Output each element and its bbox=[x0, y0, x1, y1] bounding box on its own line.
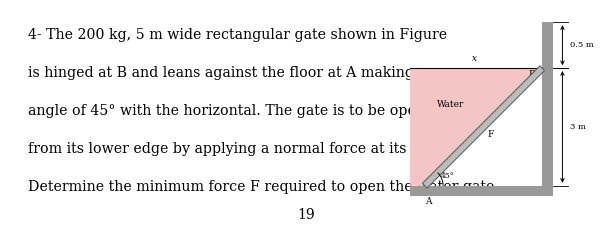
Text: 0.5 m: 0.5 m bbox=[570, 41, 594, 49]
Text: A: A bbox=[425, 197, 431, 206]
Text: F: F bbox=[488, 130, 494, 139]
Text: B: B bbox=[528, 70, 535, 79]
Text: Water: Water bbox=[437, 100, 464, 109]
Bar bbox=[542, 22, 553, 186]
Text: 45°: 45° bbox=[441, 172, 455, 180]
Text: 4- The 200 kg, 5 m wide rectangular gate shown in Figure: 4- The 200 kg, 5 m wide rectangular gate… bbox=[28, 28, 447, 42]
Text: is hinged at B and leans against the floor at A making an: is hinged at B and leans against the flo… bbox=[28, 66, 436, 80]
Text: x: x bbox=[472, 54, 477, 63]
Text: angle of 45° with the horizontal. The gate is to be opened: angle of 45° with the horizontal. The ga… bbox=[28, 104, 442, 118]
Text: 3 m: 3 m bbox=[570, 123, 586, 131]
Bar bbox=[410, 186, 553, 196]
Polygon shape bbox=[422, 66, 545, 188]
Text: 19: 19 bbox=[297, 208, 315, 222]
Text: Determine the minimum force F required to open the water gate.: Determine the minimum force F required t… bbox=[28, 180, 499, 194]
Text: from its lower edge by applying a normal force at its center.: from its lower edge by applying a normal… bbox=[28, 142, 460, 156]
Polygon shape bbox=[410, 68, 542, 186]
